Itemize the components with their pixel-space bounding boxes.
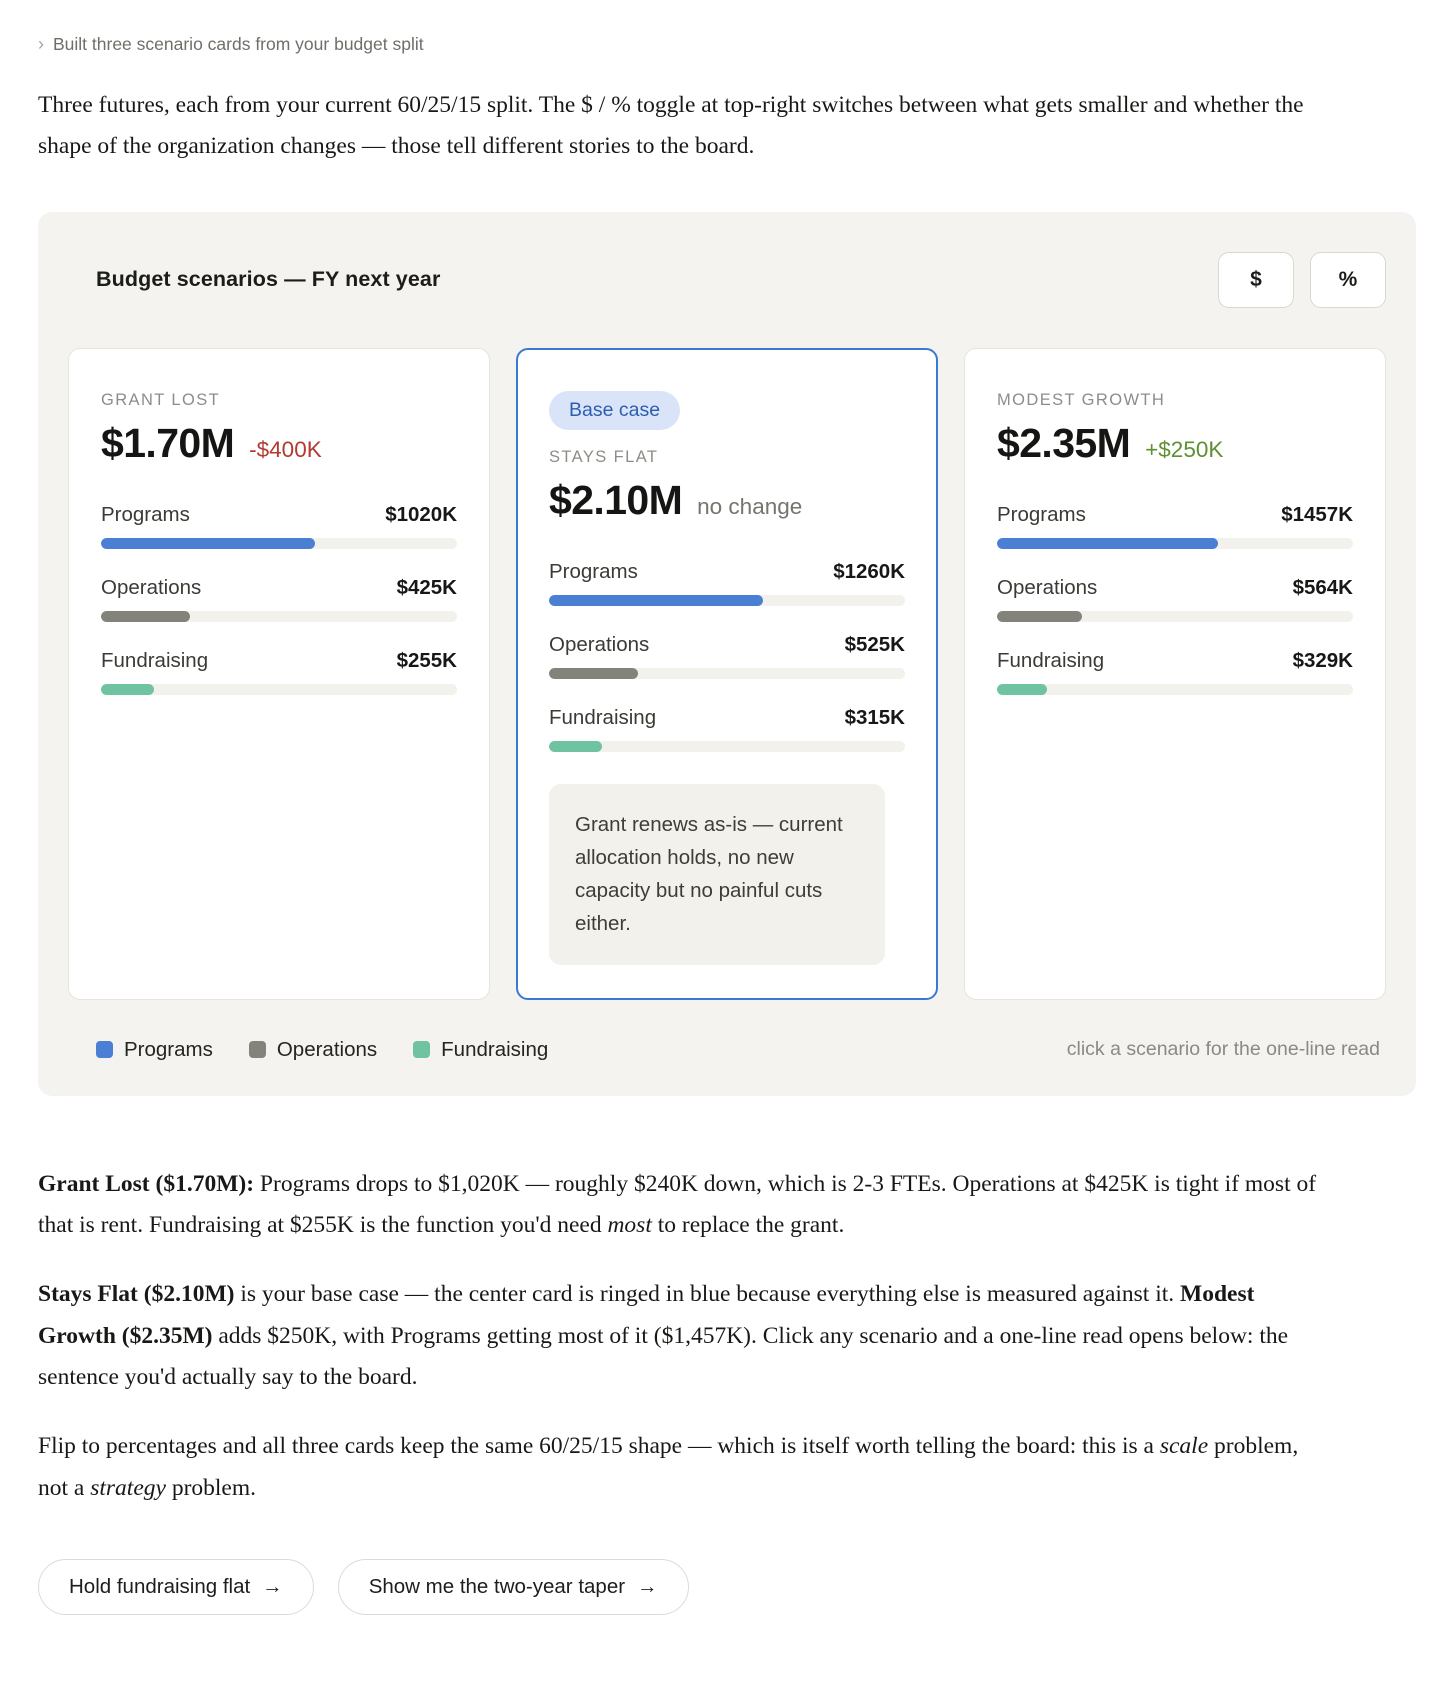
amount-row: $2.35M +$250K [997,420,1353,467]
budget-scenarios-panel: Budget scenarios — FY next year $ % GRAN… [38,211,1416,1096]
row-label: Fundraising [997,648,1105,672]
operations-bar-track [549,667,905,679]
operations-swatch [248,1041,266,1059]
row-value: $1020K [385,502,457,526]
scenario-amount: $2.10M [549,476,683,523]
legend-label: Operations [276,1037,378,1061]
panel-title: Budget scenarios — FY next year [96,267,441,292]
paragraph-stays-flat-growth: Stays Flat ($2.10M) is your base case — … [38,1281,1289,1390]
budget-row-programs: Programs $1260K [549,560,905,606]
budget-row-operations: Operations $564K [997,576,1353,622]
scenario-cards: GRANT LOST $1.70M -$400K Programs $1020K [68,347,1386,1000]
amount-row: $2.10M no change [549,477,905,524]
row-value: $329K [1292,648,1353,672]
programs-bar-fill [101,537,315,549]
hold-fundraising-flat-button[interactable]: Hold fundraising flat → [38,1559,314,1616]
scenario-label: MODEST GROWTH [997,390,1166,409]
row-label: Programs [549,559,638,583]
legend: Programs Operations Fundraising [96,1038,548,1062]
scenario-card-stays-flat[interactable]: Base case STAYS FLAT $2.10M no change Pr… [516,347,938,1000]
scenario-card-modest-growth[interactable]: MODEST GROWTH $2.35M +$250K Programs $14… [964,347,1386,1000]
operations-bar-track [997,610,1353,622]
programs-bar-track [549,594,905,606]
legend-label: Fundraising [441,1037,549,1061]
row-label: Programs [101,502,190,526]
breadcrumb-label: Built three scenario cards from your bud… [53,34,424,54]
row-value: $1457K [1281,502,1353,526]
fundraising-bar-fill [997,683,1047,695]
row-value: $255K [396,648,457,672]
budget-row-programs: Programs $1020K [101,503,457,549]
row-value: $564K [1292,575,1353,599]
arrow-right-icon: → [262,1575,283,1599]
row-label: Operations [101,575,202,599]
legend-hint: click a scenario for the one-line read [1066,1038,1380,1061]
intro-paragraph: Three futures, each from your current 60… [38,92,1304,160]
scenario-note: Grant renews as-is — current allocation … [549,783,885,965]
budget-row-fundraising: Fundraising $329K [997,649,1353,695]
action-label: Show me the two-year taper [368,1575,626,1599]
fundraising-bar-track [549,740,905,752]
budget-row-fundraising: Fundraising $255K [101,649,457,695]
scenario-label: GRANT LOST [101,390,221,409]
body-copy: Grant Lost ($1.70M): Programs drops to $… [38,1164,1416,1510]
budget-row-operations: Operations $525K [549,633,905,679]
unit-toggle-group: $ % [1218,251,1386,308]
budget-row-fundraising: Fundraising $315K [549,706,905,752]
fundraising-bar-fill [549,740,603,752]
programs-bar-track [101,537,457,549]
row-label: Programs [997,502,1086,526]
base-case-badge: Base case [549,390,681,430]
legend-label: Programs [124,1037,213,1061]
programs-bar-fill [997,537,1218,549]
suggested-actions: Hold fundraising flat → Show me the two-… [38,1559,1416,1616]
legend-item-programs: Programs [96,1038,213,1062]
row-label: Operations [997,575,1098,599]
operations-bar-track [101,610,457,622]
scenario-amount: $2.35M [997,419,1131,466]
budget-row-operations: Operations $425K [101,576,457,622]
scenario-label: STAYS FLAT [549,447,659,466]
two-year-taper-button[interactable]: Show me the two-year taper → [337,1559,689,1616]
fundraising-bar-track [101,683,457,695]
row-value: $425K [396,575,457,599]
programs-bar-fill [549,594,763,606]
row-value: $1260K [833,559,905,583]
action-label: Hold fundraising flat [69,1575,251,1599]
fundraising-swatch [413,1041,431,1059]
programs-swatch [96,1041,113,1059]
row-label: Fundraising [101,648,209,672]
operations-bar-fill [101,610,190,622]
amount-row: $1.70M -$400K [101,420,457,467]
row-label: Fundraising [549,705,657,729]
scenario-delta: -$400K [249,436,322,462]
scenario-delta: no change [697,493,803,519]
budget-row-programs: Programs $1457K [997,503,1353,549]
fundraising-bar-fill [101,683,155,695]
row-value: $525K [844,632,905,656]
row-value: $315K [844,705,905,729]
paragraph-percent-shape: Flip to percentages and all three cards … [38,1433,1299,1501]
scenario-delta: +$250K [1145,436,1224,462]
operations-bar-fill [549,667,638,679]
legend-item-fundraising: Fundraising [413,1038,548,1062]
scenario-amount: $1.70M [101,419,235,466]
operations-bar-fill [997,610,1083,622]
legend-item-operations: Operations [248,1037,378,1062]
scenario-card-grant-lost[interactable]: GRANT LOST $1.70M -$400K Programs $1020K [68,347,490,1000]
paragraph-grant-lost: Grant Lost ($1.70M): Programs drops to $… [38,1170,1317,1238]
chevron-right-icon: › [38,34,44,54]
arrow-right-icon: → [637,1575,658,1599]
fundraising-bar-track [997,683,1353,695]
programs-bar-track [997,537,1353,549]
row-label: Operations [549,632,650,656]
percent-toggle-button[interactable]: % [1310,251,1386,308]
breadcrumb: › Built three scenario cards from your b… [38,34,1416,55]
dollar-toggle-button[interactable]: $ [1218,251,1294,308]
panel-header: Budget scenarios — FY next year $ % [68,242,1386,308]
panel-footer: Programs Operations Fundraising click a … [68,1038,1386,1062]
